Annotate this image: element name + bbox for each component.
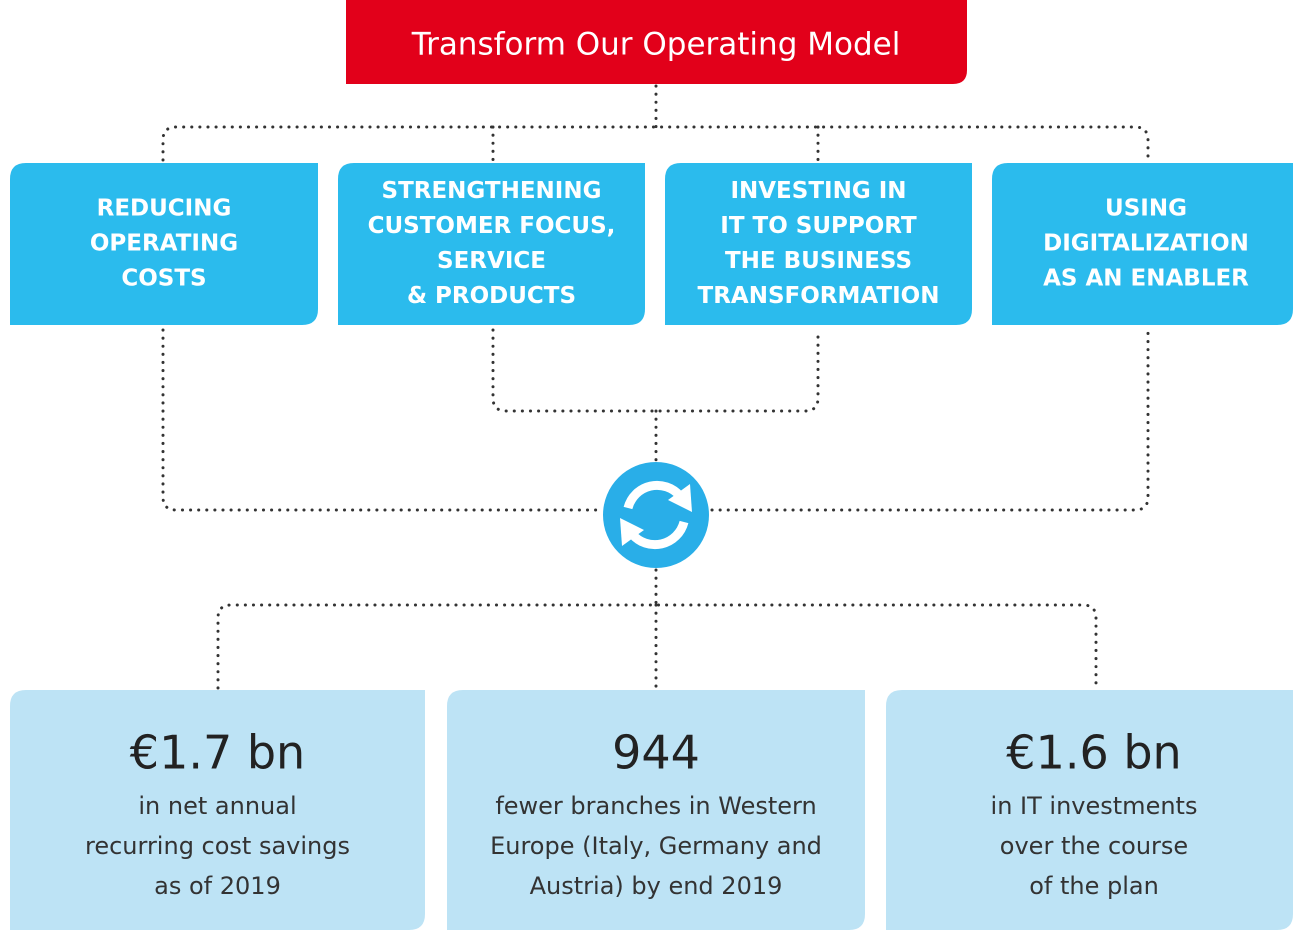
result-text: in IT investments bbox=[991, 792, 1198, 820]
pillar-box bbox=[10, 163, 318, 325]
pillar-text: THE BUSINESS bbox=[725, 248, 912, 274]
connectors bbox=[161, 84, 1150, 690]
pillar-text: USING bbox=[1105, 196, 1187, 222]
result-text: Europe (Italy, Germany and bbox=[490, 832, 822, 860]
pillar-text: INVESTING IN bbox=[730, 178, 906, 204]
pillar-text: IT TO SUPPORT bbox=[720, 213, 917, 239]
pillar-text: CUSTOMER FOCUS, bbox=[368, 213, 616, 239]
pillar-text: STRENGTHENING bbox=[382, 178, 602, 204]
result-text: over the course bbox=[1000, 832, 1188, 860]
result-box bbox=[886, 690, 1293, 930]
pillar-text: SERVICE bbox=[437, 248, 546, 274]
result-value: 944 bbox=[612, 726, 700, 780]
result-text: of the plan bbox=[1029, 872, 1159, 900]
title-box bbox=[346, 0, 967, 84]
result-value: €1.6 bn bbox=[1006, 726, 1181, 780]
cycle-icon bbox=[603, 462, 709, 568]
pillar-box bbox=[992, 163, 1293, 325]
result-box bbox=[10, 690, 425, 930]
pillar-text: OPERATING bbox=[90, 231, 238, 257]
result-text: in net annual bbox=[138, 792, 296, 820]
result-text: as of 2019 bbox=[154, 872, 281, 900]
result-box bbox=[447, 690, 865, 930]
pillar-text: TRANSFORMATION bbox=[698, 283, 940, 309]
pillar-text: REDUCING bbox=[97, 196, 232, 222]
result-text: recurring cost savings bbox=[85, 832, 350, 860]
pillar-text: AS AN ENABLER bbox=[1043, 266, 1249, 292]
pillar-box bbox=[665, 163, 972, 325]
pillar-box bbox=[338, 163, 645, 325]
result-text: Austria) by end 2019 bbox=[530, 872, 783, 900]
pillar-text: DIGITALIZATION bbox=[1043, 231, 1249, 257]
pillar-text: COSTS bbox=[121, 266, 206, 292]
result-text: fewer branches in Western bbox=[495, 792, 816, 820]
result-value: €1.7 bn bbox=[130, 726, 305, 780]
pillar-text: & PRODUCTS bbox=[407, 283, 576, 309]
title: Transform Our Operating Model bbox=[411, 27, 901, 63]
